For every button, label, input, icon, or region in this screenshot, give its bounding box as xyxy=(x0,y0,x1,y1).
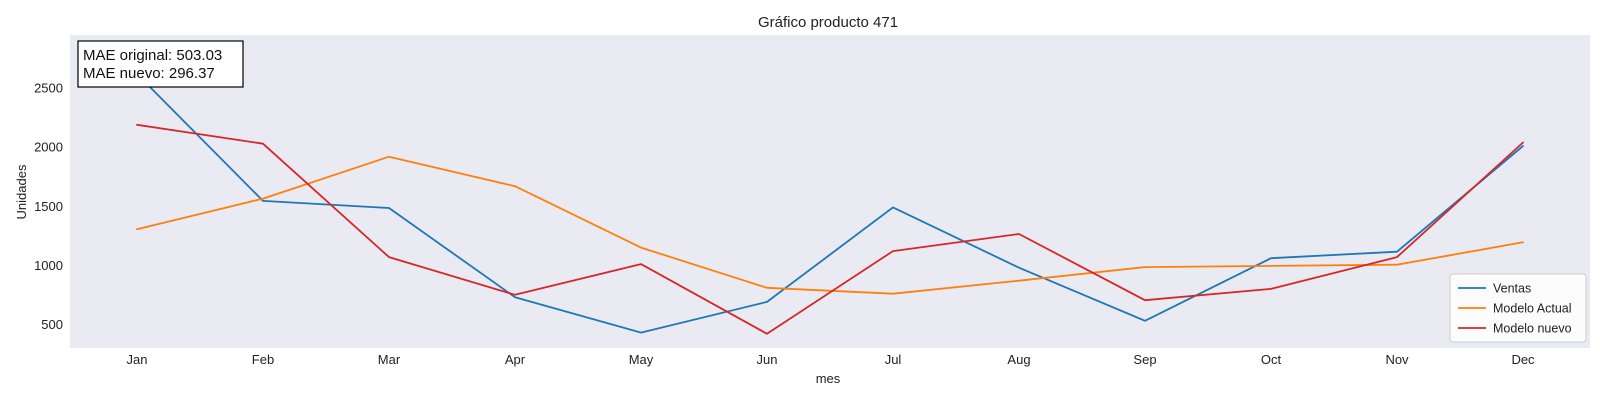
x-tick-label: May xyxy=(629,352,654,367)
y-tick-label: 500 xyxy=(41,317,63,332)
x-axis-label: mes xyxy=(816,371,841,386)
x-tick-label: Mar xyxy=(378,352,401,367)
y-axis-label: Unidades xyxy=(14,164,29,219)
legend-item-label: Ventas xyxy=(1493,282,1531,296)
x-tick-label: Jun xyxy=(757,352,778,367)
legend-frame xyxy=(1449,273,1587,343)
y-axis-ticks: 500 1000 1500 2000 2500 xyxy=(34,81,63,332)
annotation-line: MAE original: 503.03 xyxy=(83,47,222,64)
y-tick-label: 1000 xyxy=(34,258,63,273)
y-tick-label: 2500 xyxy=(34,81,63,96)
x-tick-label: Jul xyxy=(885,352,902,367)
series-line-2 xyxy=(136,155,1524,295)
series-line-3 xyxy=(136,123,1524,335)
x-tick-label: Apr xyxy=(505,352,526,367)
x-tick-label: Oct xyxy=(1261,352,1282,367)
legend: Ventas Modelo Actual Modelo nuevo xyxy=(1449,273,1587,343)
x-tick-label: Dec xyxy=(1511,352,1535,367)
series-lines xyxy=(136,73,1524,335)
x-tick-label: Jan xyxy=(127,352,148,367)
y-tick-label: 2000 xyxy=(34,140,63,155)
x-axis-ticks: Jan Feb Mar Apr May Jun Jul Aug Sep Oct Nov Dec xyxy=(127,352,1536,367)
legend-item-label: Modelo Actual xyxy=(1493,302,1572,316)
annotation-frame xyxy=(77,40,244,88)
x-tick-label: Sep xyxy=(1133,352,1156,367)
x-tick-label: Feb xyxy=(252,352,274,367)
y-tick-label: 1500 xyxy=(34,199,63,214)
legend-item-label: Modelo nuevo xyxy=(1493,322,1572,336)
x-tick-label: Nov xyxy=(1385,352,1409,367)
series-line-1 xyxy=(136,73,1524,334)
chart-title: Gráfico producto 471 xyxy=(758,14,898,31)
plot-area xyxy=(70,35,1590,348)
annotation-line: MAE nuevo: 296.37 xyxy=(83,65,215,82)
x-tick-label: Aug xyxy=(1007,352,1030,367)
